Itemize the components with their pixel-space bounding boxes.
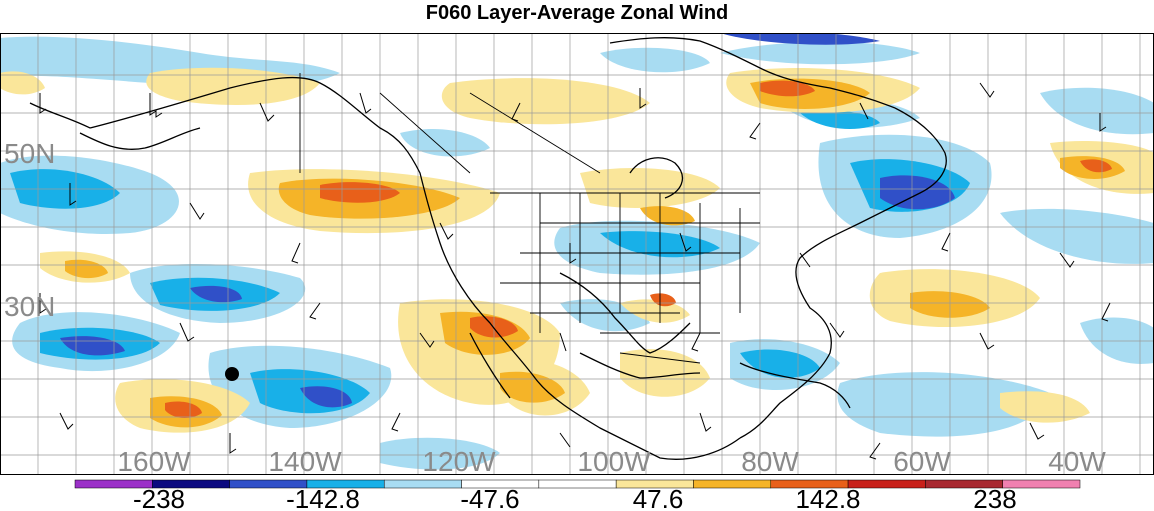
lon-label-160w: 160W	[117, 446, 191, 475]
lon-label-80w: 80W	[741, 446, 799, 475]
colorbar-swatch	[693, 479, 772, 489]
lon-label-60w: 60W	[893, 446, 951, 475]
colorbar-label: -47.6	[460, 484, 519, 511]
wind-barbs	[39, 82, 1111, 460]
lon-label-120w: 120W	[422, 446, 496, 475]
lat-label-30n: 30N	[4, 291, 55, 322]
location-marker	[225, 367, 239, 381]
political-borders	[299, 73, 760, 364]
colorbar-swatch	[538, 479, 617, 489]
colorbar-label: 238	[973, 484, 1016, 511]
lat-lon-grid	[0, 33, 1154, 475]
colorbar-swatch	[1002, 479, 1081, 489]
colorbar: -238 -142.8 -47.6 47.6 142.8 238	[74, 479, 1081, 511]
chart-title: F060 Layer-Average Zonal Wind	[425, 2, 729, 24]
colorbar-label: -142.8	[286, 484, 360, 511]
lon-label-140w: 140W	[268, 446, 342, 475]
colorbar-swatches	[74, 479, 1081, 489]
negative-wind-shading	[0, 36, 1154, 470]
lon-label-40w: 40W	[1048, 446, 1106, 475]
map-panel: 50N 30N 160W 140W 120W 100W 80W 60W 40W	[0, 33, 1154, 475]
colorbar-label: -238	[133, 484, 185, 511]
colorbar-label: 47.6	[633, 484, 684, 511]
lat-label-50n: 50N	[4, 138, 55, 169]
lon-label-100w: 100W	[577, 446, 651, 475]
colorbar-swatch	[383, 479, 462, 489]
colorbar-label: 142.8	[795, 484, 860, 511]
coastlines	[29, 37, 947, 460]
